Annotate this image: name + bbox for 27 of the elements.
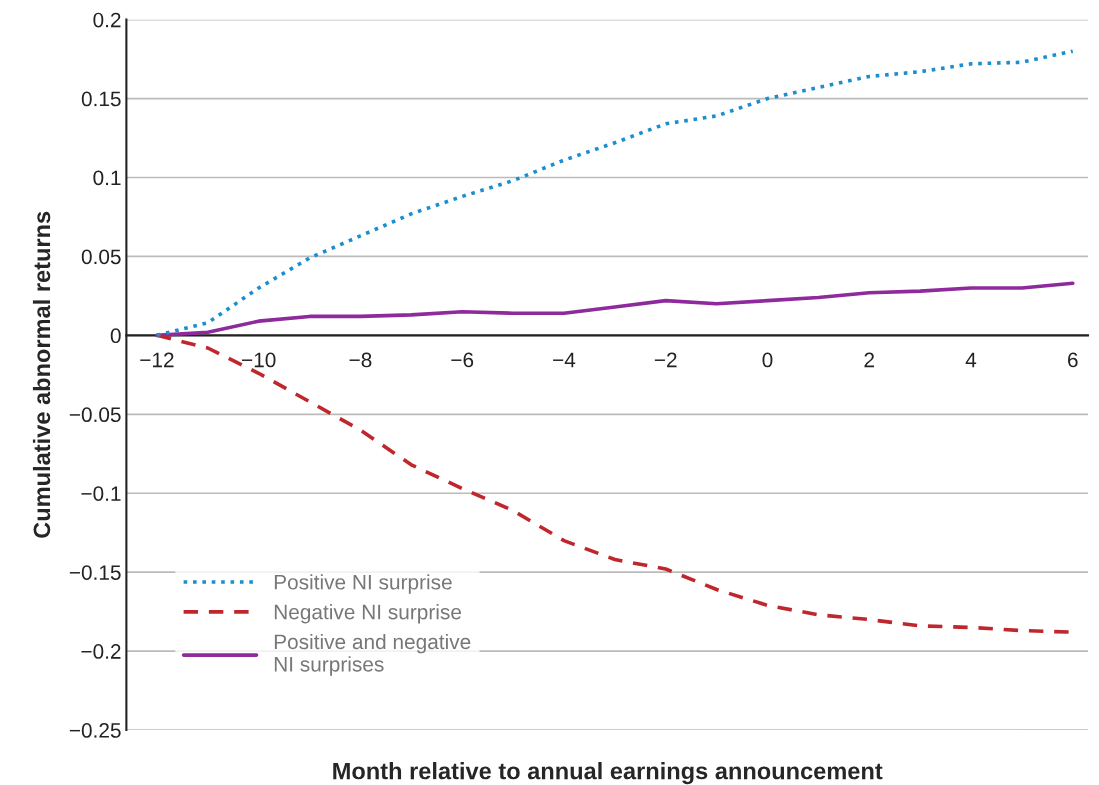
x-tick-label: −12 [140, 352, 174, 368]
y-tick-label: −0.25 [69, 723, 121, 738]
y-tick-label: −0.2 [81, 644, 121, 659]
y-axis-title: Cumulative abnormal returns [32, 211, 51, 538]
x-tick-label: −4 [553, 352, 576, 368]
y-tick-label: 0.1 [93, 170, 121, 186]
legend-label: Positive NI surprise [274, 574, 452, 594]
line-series [155, 281, 1075, 338]
x-tick-label: −2 [654, 352, 677, 368]
y-tick-label: 0.15 [81, 91, 121, 107]
y-tick-label: −0.05 [69, 407, 121, 423]
line-series [155, 49, 1075, 338]
y-tick-label: 0.05 [81, 249, 121, 265]
x-tick-label: −10 [242, 352, 276, 368]
x-tick-label: 2 [864, 352, 874, 368]
y-tick-label: −0.1 [81, 486, 121, 501]
y-tick-label: −0.15 [69, 565, 121, 580]
legend-label: Negative NI surprise [274, 604, 461, 624]
x-tick-label: 6 [1068, 352, 1078, 368]
x-axis-title: Month relative to annual earnings announcement [333, 762, 883, 785]
y-tick-label: 0 [110, 328, 121, 344]
x-tick-label: 4 [965, 352, 977, 368]
x-tick-label: −8 [349, 352, 372, 368]
x-tick-label: 0 [762, 352, 773, 368]
x-tick-label: −6 [451, 352, 474, 368]
legend-label: Positive and negative NI surprises [274, 633, 471, 676]
y-tick-label: 0.2 [93, 12, 121, 28]
